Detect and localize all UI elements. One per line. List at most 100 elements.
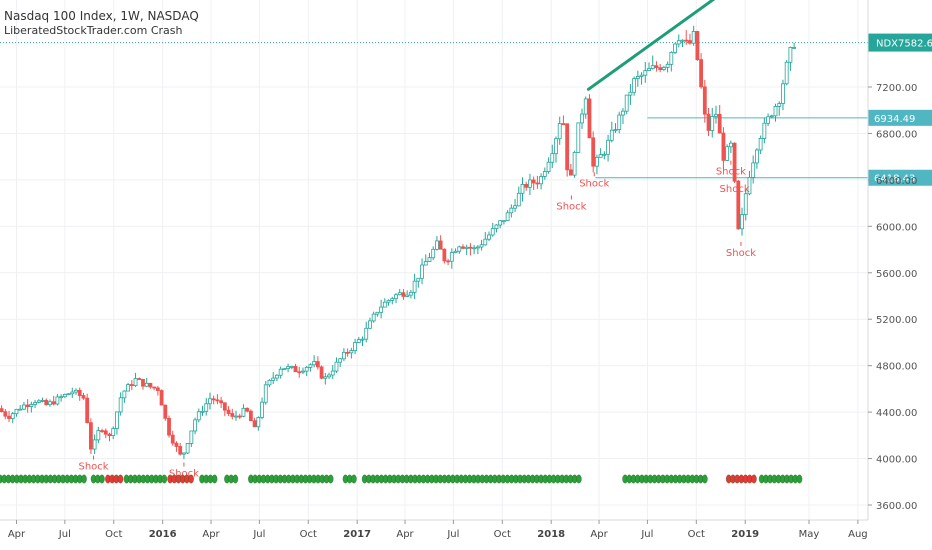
candle-body xyxy=(788,47,793,63)
last-price-tag[interactable] xyxy=(868,33,932,52)
candle-body xyxy=(661,66,666,71)
candle-body xyxy=(565,123,570,171)
candle-body xyxy=(330,370,335,376)
candle-body xyxy=(77,389,82,396)
candle-body xyxy=(416,277,421,282)
time-tick-label: Jul xyxy=(640,529,653,540)
time-tick-label: Oct xyxy=(300,529,317,540)
trendline[interactable] xyxy=(586,0,717,91)
candle-body xyxy=(219,400,224,404)
level-tag[interactable] xyxy=(868,109,932,126)
candle-body xyxy=(100,430,104,432)
level-tag[interactable] xyxy=(868,169,932,186)
price-tick-label: 6800.00 xyxy=(876,129,917,140)
candle-body xyxy=(178,446,183,455)
candle-body xyxy=(297,371,302,374)
candle-body xyxy=(401,292,406,297)
time-axis[interactable]: Apr Jul Oct 2016 Apr Jul Oct 2017 Apr Jul Oct 2018 A… xyxy=(0,519,868,540)
candle-body xyxy=(542,171,547,177)
indicator-dot xyxy=(161,474,168,484)
time-tick-label: Jul xyxy=(252,529,265,540)
candle-body xyxy=(736,180,741,230)
candle-body xyxy=(155,387,160,391)
shock-label: Shock xyxy=(579,178,609,189)
chart-grid xyxy=(0,0,868,520)
candle-body xyxy=(252,420,257,428)
candle-body xyxy=(561,123,566,126)
time-tick-label: Jul xyxy=(446,529,459,540)
candle-body xyxy=(587,98,592,139)
candle-body xyxy=(420,264,424,279)
indicator-dot xyxy=(702,474,708,484)
candle-body xyxy=(319,366,324,379)
candle-body xyxy=(624,94,629,112)
candle-body xyxy=(475,246,480,249)
candle-body xyxy=(613,129,618,131)
price-axis[interactable]: 3600.00 4000.00 4400.00 4800.00 5200.00 5600.… xyxy=(867,0,917,520)
candlestick-series xyxy=(0,25,797,460)
candle-body xyxy=(394,294,398,300)
candle-body xyxy=(405,294,410,297)
candle-body xyxy=(479,244,484,248)
candle-body xyxy=(293,366,298,373)
candle-body xyxy=(92,439,97,450)
candle-body xyxy=(546,161,551,172)
candle-body xyxy=(647,68,651,71)
candle-body xyxy=(334,361,339,372)
candle-body xyxy=(431,248,436,259)
candle-body xyxy=(635,76,640,79)
candle-body xyxy=(167,417,171,436)
candle-body xyxy=(602,153,607,156)
candle-body xyxy=(0,408,4,413)
time-tick-label: Jul xyxy=(58,529,71,540)
candle-body xyxy=(81,395,86,399)
candle-body xyxy=(148,382,153,388)
candle-body xyxy=(44,400,49,406)
shock-label: Shock xyxy=(726,248,756,259)
candle-body xyxy=(349,350,354,354)
shock-label: Shock xyxy=(556,202,586,213)
candle-body xyxy=(751,162,756,178)
candle-body xyxy=(676,40,681,45)
candle-body xyxy=(144,382,149,387)
candle-body xyxy=(170,434,175,444)
candle-body xyxy=(688,40,692,44)
candle-body xyxy=(643,70,648,76)
candle-body xyxy=(185,443,190,454)
candle-body xyxy=(595,156,599,167)
candle-body xyxy=(211,398,216,401)
candle-body xyxy=(654,65,659,69)
indicator-name: LiberatedStockTrader.com Crash xyxy=(4,24,183,37)
time-tick-label: 2018 xyxy=(537,529,565,540)
candle-body xyxy=(461,246,465,249)
candle-body xyxy=(338,358,343,363)
time-tick-label: May xyxy=(799,529,820,540)
candle-body xyxy=(591,137,596,167)
candle-body xyxy=(222,402,227,411)
candle-body xyxy=(472,247,477,250)
candle-body xyxy=(122,390,127,399)
candle-body xyxy=(539,176,544,185)
candle-body xyxy=(464,246,469,249)
trendline-group[interactable] xyxy=(586,0,717,91)
candle-body xyxy=(371,313,376,322)
candle-body xyxy=(695,31,700,61)
candle-body xyxy=(256,417,261,428)
candle-body xyxy=(494,224,499,230)
candle-body xyxy=(62,394,67,398)
candle-body xyxy=(379,306,384,313)
candle-body xyxy=(237,415,242,418)
candle-body xyxy=(74,389,78,393)
candle-body xyxy=(490,228,495,236)
candle-body xyxy=(174,442,179,447)
candle-body xyxy=(3,411,8,417)
level-tag-label: 6418.43 xyxy=(874,174,915,185)
indicator-dot xyxy=(117,474,124,484)
candle-body xyxy=(126,384,131,392)
candle-body xyxy=(25,404,30,407)
candle-body xyxy=(658,67,663,71)
candle-body xyxy=(230,413,235,417)
candle-body xyxy=(397,292,402,296)
